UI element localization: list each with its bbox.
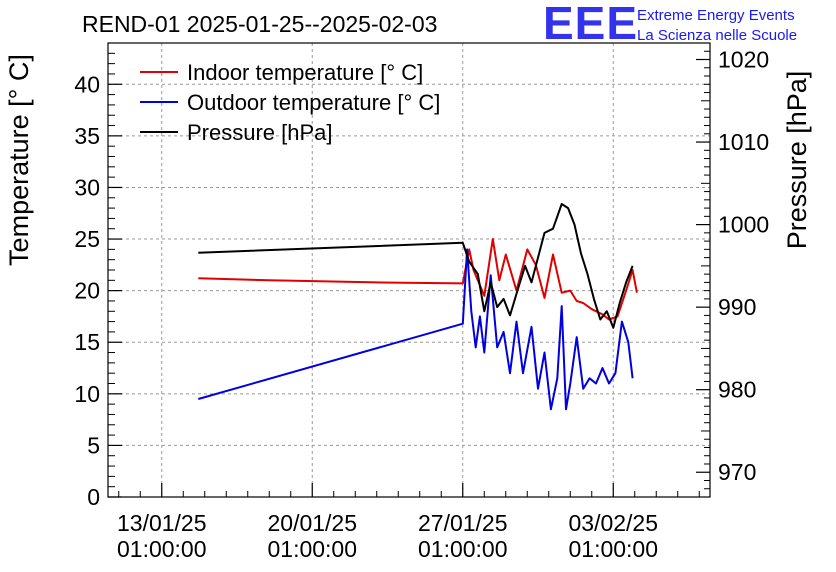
y-right-tick-label: 1010 [718, 129, 769, 155]
series-line-0 [198, 238, 638, 321]
right-axis-label: Pressure [hPa] [782, 71, 812, 250]
y-left-tick-label: 30 [74, 174, 100, 200]
left-axis-label: Temperature [° C] [4, 54, 34, 266]
y-right-tick-label: 1020 [718, 47, 769, 73]
y-left-tick-label: 5 [87, 432, 100, 458]
grid [108, 43, 710, 497]
x-tick-time-label: 01:00:00 [267, 536, 357, 562]
ticks: 13/01/2501:00:0020/01/2501:00:0027/01/25… [74, 42, 769, 562]
y-left-tick-label: 25 [74, 226, 100, 252]
y-right-tick-label: 970 [718, 459, 756, 485]
y-left-tick-label: 35 [74, 123, 100, 149]
y-right-tick-label: 1000 [718, 212, 769, 238]
y-left-tick-label: 40 [74, 71, 100, 97]
eee-logo-mark: EEE [543, 0, 638, 49]
eee-logo: EEE Extreme Energy Events La Scienza nel… [543, 0, 797, 49]
chart-title: REND-01 2025-01-25--2025-02-03 [82, 11, 437, 37]
y-left-tick-label: 15 [74, 329, 100, 355]
y-left-tick-label: 20 [74, 278, 100, 304]
y-right-tick-label: 980 [718, 377, 756, 403]
x-tick-time-label: 01:00:00 [418, 536, 508, 562]
eee-logo-line1: Extreme Energy Events [637, 7, 795, 24]
series-layer [198, 203, 638, 411]
legend-label-outdoor: Outdoor temperature [° C] [187, 90, 440, 115]
legend-label-pressure: Pressure [hPa] [187, 120, 333, 145]
legend-label-indoor: Indoor temperature [° C] [187, 60, 423, 85]
x-tick-time-label: 01:00:00 [568, 536, 658, 562]
legend: Indoor temperature [° C] Outdoor tempera… [140, 60, 440, 145]
series-line-1 [198, 248, 634, 411]
x-tick-label: 13/01/25 [117, 510, 207, 536]
x-tick-label: 03/02/25 [568, 510, 658, 536]
eee-logo-line2: La Scienza nelle Scuole [637, 27, 797, 44]
x-tick-time-label: 01:00:00 [117, 536, 207, 562]
x-tick-label: 20/01/25 [267, 510, 357, 536]
y-left-tick-label: 0 [87, 484, 100, 510]
x-tick-label: 27/01/25 [418, 510, 508, 536]
y-right-tick-label: 990 [718, 294, 756, 320]
series-line-2 [198, 203, 634, 329]
y-left-tick-label: 10 [74, 381, 100, 407]
